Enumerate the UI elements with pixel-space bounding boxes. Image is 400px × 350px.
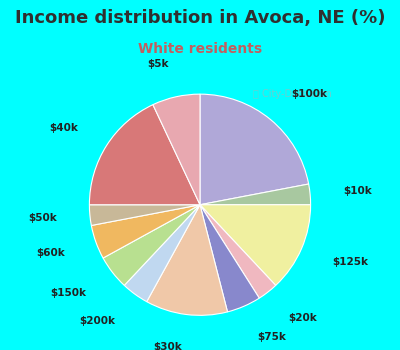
Text: $50k: $50k (28, 213, 57, 223)
Text: $125k: $125k (332, 257, 368, 267)
Wedge shape (89, 205, 200, 225)
Text: $40k: $40k (50, 123, 79, 133)
Wedge shape (103, 205, 200, 285)
Wedge shape (91, 205, 200, 258)
Wedge shape (89, 105, 200, 205)
Wedge shape (200, 205, 276, 298)
Text: $20k: $20k (288, 313, 317, 323)
Text: $200k: $200k (80, 316, 116, 326)
Wedge shape (200, 205, 311, 285)
Wedge shape (147, 205, 228, 315)
Wedge shape (153, 94, 200, 205)
Text: ⓘ City-Data.com: ⓘ City-Data.com (253, 89, 331, 99)
Text: White residents: White residents (138, 42, 262, 56)
Wedge shape (200, 184, 311, 205)
Text: $5k: $5k (147, 60, 169, 69)
Text: $75k: $75k (257, 332, 286, 342)
Text: $60k: $60k (36, 248, 65, 258)
Wedge shape (124, 205, 200, 302)
Text: $100k: $100k (292, 89, 328, 99)
Text: Income distribution in Avoca, NE (%): Income distribution in Avoca, NE (%) (15, 9, 385, 27)
Text: $150k: $150k (50, 288, 86, 298)
Wedge shape (200, 94, 309, 205)
Wedge shape (200, 205, 259, 312)
Text: $30k: $30k (153, 342, 182, 350)
Text: $10k: $10k (343, 186, 372, 196)
